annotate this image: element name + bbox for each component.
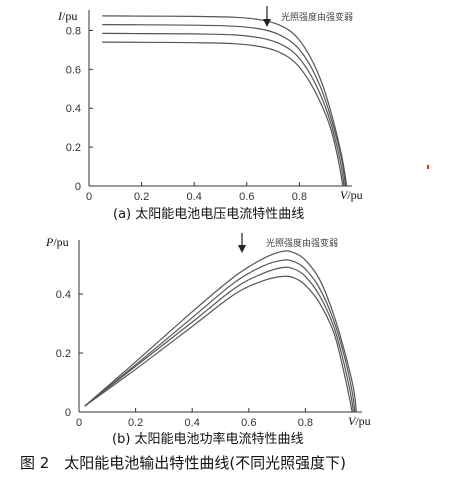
pv-x-tick-label: 0.2 — [128, 417, 143, 429]
iv-x-tick-label: 0 — [86, 191, 92, 203]
pv-curve-3 — [84, 266, 355, 413]
iv-y-tick-label: 0.6 — [66, 64, 81, 76]
iv-arrow-head — [263, 19, 271, 27]
pv-annotation: 光照强度由强变弱 — [238, 233, 338, 253]
pv-x-axis-label: V/pu — [348, 414, 371, 428]
iv-x-tick-label: 0.8 — [292, 191, 307, 203]
iv-x-tick-label: 0.2 — [134, 191, 149, 203]
iv-curve-2 — [102, 24, 346, 187]
iv-annotation: 光照强度由强变弱 — [263, 6, 353, 27]
pv-axes — [78, 240, 362, 413]
pv-curve-2 — [84, 259, 356, 413]
iv-ticks: 0 0.2 0.4 0.6 0.8 0 0.2 0.4 0.6 0.8 — [66, 25, 307, 203]
iv-y-tick-label: 0 — [75, 181, 81, 193]
iv-subcaption: (a) 太阳能电池电压电流特性曲线 — [113, 207, 304, 222]
pv-y-tick-label: 0.4 — [56, 289, 71, 301]
pv-y-tick-label: 0.2 — [56, 348, 71, 360]
iv-y-tick-label: 0.4 — [66, 103, 81, 115]
figure-caption: 图 2 太阳能电池输出特性曲线(不同光照强度下) — [20, 454, 346, 472]
pv-x-tick-label: 0.8 — [298, 417, 313, 429]
iv-y-axis-label: I/pu — [57, 9, 77, 23]
iv-curve-3 — [102, 32, 345, 187]
iv-x-tick-label: 0.6 — [239, 191, 254, 203]
iv-curve-1 — [102, 15, 348, 187]
pv-curve-1 — [84, 250, 357, 413]
pv-curve-4 — [84, 275, 353, 413]
pv-y-axis-label: P/pu — [45, 235, 69, 249]
iv-annotation-text: 光照强度由强变弱 — [281, 11, 353, 23]
pv-ticks: 0 0.2 0.4 0.6 0.8 0 0.2 0.4 — [56, 289, 313, 429]
pv-x-tick-label: 0.4 — [185, 417, 200, 429]
pv-x-tick-label: 0 — [76, 417, 82, 429]
iv-curve-4 — [102, 41, 344, 187]
stray-red-mark — [427, 165, 429, 169]
pv-curves — [84, 250, 357, 413]
pv-y-tick-label: 0 — [65, 407, 71, 419]
iv-chart: 0 0.2 0.4 0.6 0.8 0 0.2 0.4 0.6 0.8 I/pu V/pu 光照强… — [57, 6, 363, 222]
pv-annotation-text: 光照强度由强变弱 — [266, 237, 338, 249]
pv-arrow-head — [238, 245, 246, 253]
pv-chart: 0 0.2 0.4 0.6 0.800.20.4 P/pu V/pu 光照强度由强变弱 … — [45, 233, 371, 447]
iv-gridless-axes — [88, 10, 352, 187]
pv-x-tick-label: 0.6 — [241, 417, 256, 429]
iv-y-tick-label: 0.8 — [66, 25, 81, 37]
iv-y-tick-label: 0.2 — [66, 142, 81, 154]
iv-x-axis-label: V/pu — [340, 188, 363, 202]
iv-curves — [102, 15, 348, 187]
iv-x-tick-label: 0.4 — [187, 191, 202, 203]
pv-subcaption: (b) 太阳能电池功率电流特性曲线 — [112, 431, 304, 447]
